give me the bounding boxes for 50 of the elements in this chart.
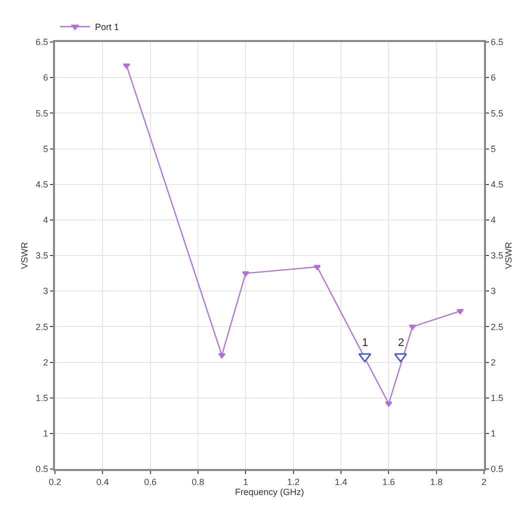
x-tick-label: 0.6: [144, 476, 157, 487]
y-tick-label: 3.5: [36, 250, 48, 261]
annotation: 1: [362, 337, 368, 349]
y2-tick-label: 4.5: [490, 179, 504, 190]
x-tick-label: 1.8: [430, 476, 443, 487]
y2-tick-label: 5: [490, 144, 496, 154]
point: [242, 271, 250, 277]
point: [314, 264, 321, 270]
y2-tick-label: 2.5: [490, 322, 504, 332]
y2-tick-label: 3: [490, 286, 496, 296]
y2-tick-label: 5.5: [490, 108, 504, 118]
y-tick-label: 5.5: [36, 108, 48, 118]
x-axis-title: Frequency (GHz): [234, 486, 304, 497]
x-tick-label: 0.2: [48, 476, 62, 487]
legend-label: Port 1: [95, 22, 120, 32]
y2-axis-title: VSWR: [503, 242, 514, 269]
y-axis-title: VSWR: [20, 242, 30, 269]
point: [358, 353, 372, 362]
x-tick-label: 2: [481, 476, 487, 487]
y2-tick-label: 1.5: [490, 392, 504, 403]
point: [122, 63, 130, 69]
y-tick-label: 1: [43, 428, 48, 439]
x-tick-label: 1.4: [334, 476, 348, 487]
x-tick-label: 1: [243, 476, 248, 487]
y-tick-label: 4.5: [36, 179, 48, 190]
x-tick-label: 0.8: [192, 476, 204, 487]
y2-tick-label: 6: [490, 72, 496, 83]
y-tick-label: 4: [43, 215, 48, 226]
y2-tick-label: 3.5: [490, 250, 504, 261]
y2-tick-label: 0.5: [490, 464, 504, 474]
y2-tick-label: 1: [490, 428, 496, 439]
x-tick-label: 1.6: [382, 476, 395, 487]
point: [385, 402, 392, 407]
y2-tick-label: 4: [490, 215, 496, 226]
y-tick-label: 1.5: [36, 392, 48, 403]
point: [456, 309, 464, 314]
y2-tick-label: 6.5: [490, 37, 504, 48]
x-tick-label: 1.2: [287, 476, 300, 487]
y-tick-label: 5: [43, 144, 48, 154]
y-tick-label: 6.5: [36, 37, 48, 48]
y-tick-label: 3: [43, 286, 48, 296]
y-tick-label: 6: [43, 72, 48, 83]
y2-tick-label: 2: [490, 357, 496, 368]
point: [394, 353, 408, 362]
x-tick-label: 0.4: [96, 476, 109, 487]
point: [218, 353, 226, 358]
y-tick-label: 0.5: [36, 464, 48, 474]
annotation: 2: [398, 337, 404, 349]
y-tick-label: 2.5: [36, 322, 48, 332]
y-tick-label: 2: [43, 357, 48, 368]
